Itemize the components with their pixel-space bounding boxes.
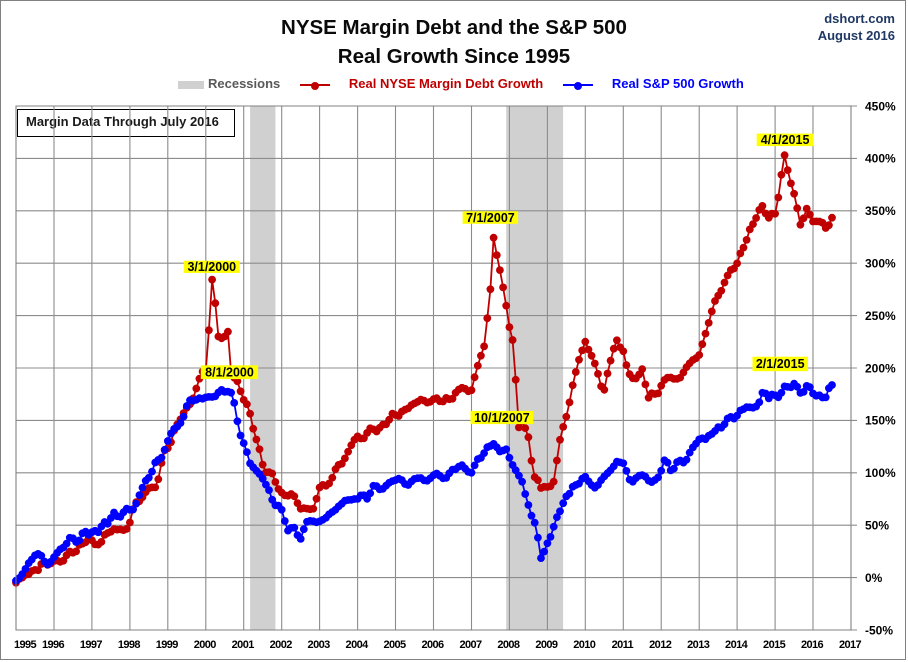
- svg-text:2010: 2010: [573, 639, 596, 651]
- svg-text:8/1/2000: 8/1/2000: [205, 366, 254, 380]
- svg-text:1999: 1999: [156, 639, 179, 651]
- svg-text:-50%: -50%: [865, 623, 893, 637]
- svg-text:2007: 2007: [459, 639, 482, 651]
- svg-text:1996: 1996: [42, 639, 65, 651]
- svg-text:1997: 1997: [80, 639, 103, 651]
- svg-text:100%: 100%: [865, 466, 896, 480]
- svg-text:2008: 2008: [497, 639, 520, 651]
- svg-text:2016: 2016: [801, 639, 824, 651]
- svg-text:2/1/2015: 2/1/2015: [756, 357, 805, 371]
- svg-text:150%: 150%: [865, 414, 896, 428]
- svg-text:2003: 2003: [308, 639, 331, 651]
- svg-text:400%: 400%: [865, 152, 896, 166]
- svg-text:300%: 300%: [865, 257, 896, 271]
- svg-text:50%: 50%: [865, 519, 889, 533]
- svg-text:2000: 2000: [194, 639, 217, 651]
- svg-text:4/1/2015: 4/1/2015: [761, 133, 810, 147]
- svg-text:2002: 2002: [270, 639, 293, 651]
- svg-text:2014: 2014: [725, 639, 749, 651]
- svg-text:1998: 1998: [118, 639, 141, 651]
- svg-text:2009: 2009: [535, 639, 558, 651]
- svg-text:1995: 1995: [14, 639, 37, 651]
- svg-text:2013: 2013: [687, 639, 710, 651]
- svg-text:450%: 450%: [865, 99, 896, 113]
- svg-text:2012: 2012: [649, 639, 672, 651]
- svg-text:0%: 0%: [865, 571, 883, 585]
- svg-text:7/1/2007: 7/1/2007: [466, 211, 515, 225]
- svg-text:350%: 350%: [865, 204, 896, 218]
- svg-text:2015: 2015: [763, 639, 786, 651]
- svg-text:2005: 2005: [383, 639, 406, 651]
- svg-text:2011: 2011: [612, 639, 634, 651]
- svg-text:2006: 2006: [421, 639, 444, 651]
- svg-text:250%: 250%: [865, 309, 896, 323]
- svg-text:2017: 2017: [839, 639, 862, 651]
- svg-text:200%: 200%: [865, 361, 896, 375]
- svg-text:2001: 2001: [232, 639, 255, 651]
- svg-text:10/1/2007: 10/1/2007: [474, 411, 530, 425]
- svg-text:3/1/2000: 3/1/2000: [187, 260, 236, 274]
- svg-text:2004: 2004: [346, 639, 370, 651]
